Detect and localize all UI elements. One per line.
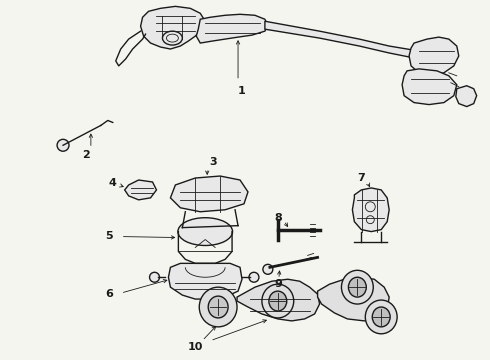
Polygon shape [402, 69, 457, 105]
Polygon shape [409, 37, 459, 76]
Text: 6: 6 [105, 289, 113, 299]
Polygon shape [456, 86, 477, 107]
Circle shape [249, 272, 259, 282]
Circle shape [263, 264, 273, 274]
Text: 2: 2 [82, 150, 90, 160]
Circle shape [57, 139, 69, 151]
Ellipse shape [348, 277, 367, 297]
Circle shape [149, 272, 159, 282]
Polygon shape [171, 176, 248, 212]
Text: 1: 1 [238, 86, 246, 96]
Polygon shape [124, 180, 156, 200]
Ellipse shape [199, 287, 237, 327]
Ellipse shape [208, 296, 228, 318]
Text: 8: 8 [274, 213, 282, 223]
Polygon shape [169, 264, 242, 299]
Polygon shape [237, 279, 319, 321]
Ellipse shape [366, 300, 397, 334]
Ellipse shape [163, 31, 182, 45]
Text: 7: 7 [358, 173, 365, 183]
Ellipse shape [269, 291, 287, 311]
Polygon shape [265, 21, 419, 59]
Polygon shape [141, 6, 205, 49]
Ellipse shape [342, 270, 373, 304]
Ellipse shape [262, 284, 294, 318]
Ellipse shape [178, 218, 233, 246]
Text: 10: 10 [188, 342, 203, 352]
Polygon shape [196, 14, 268, 43]
Ellipse shape [372, 307, 390, 327]
Text: 4: 4 [109, 178, 117, 188]
Polygon shape [352, 188, 389, 231]
Polygon shape [318, 277, 389, 321]
Text: 5: 5 [105, 230, 113, 240]
Text: 3: 3 [209, 157, 217, 167]
Text: 9: 9 [274, 279, 282, 289]
